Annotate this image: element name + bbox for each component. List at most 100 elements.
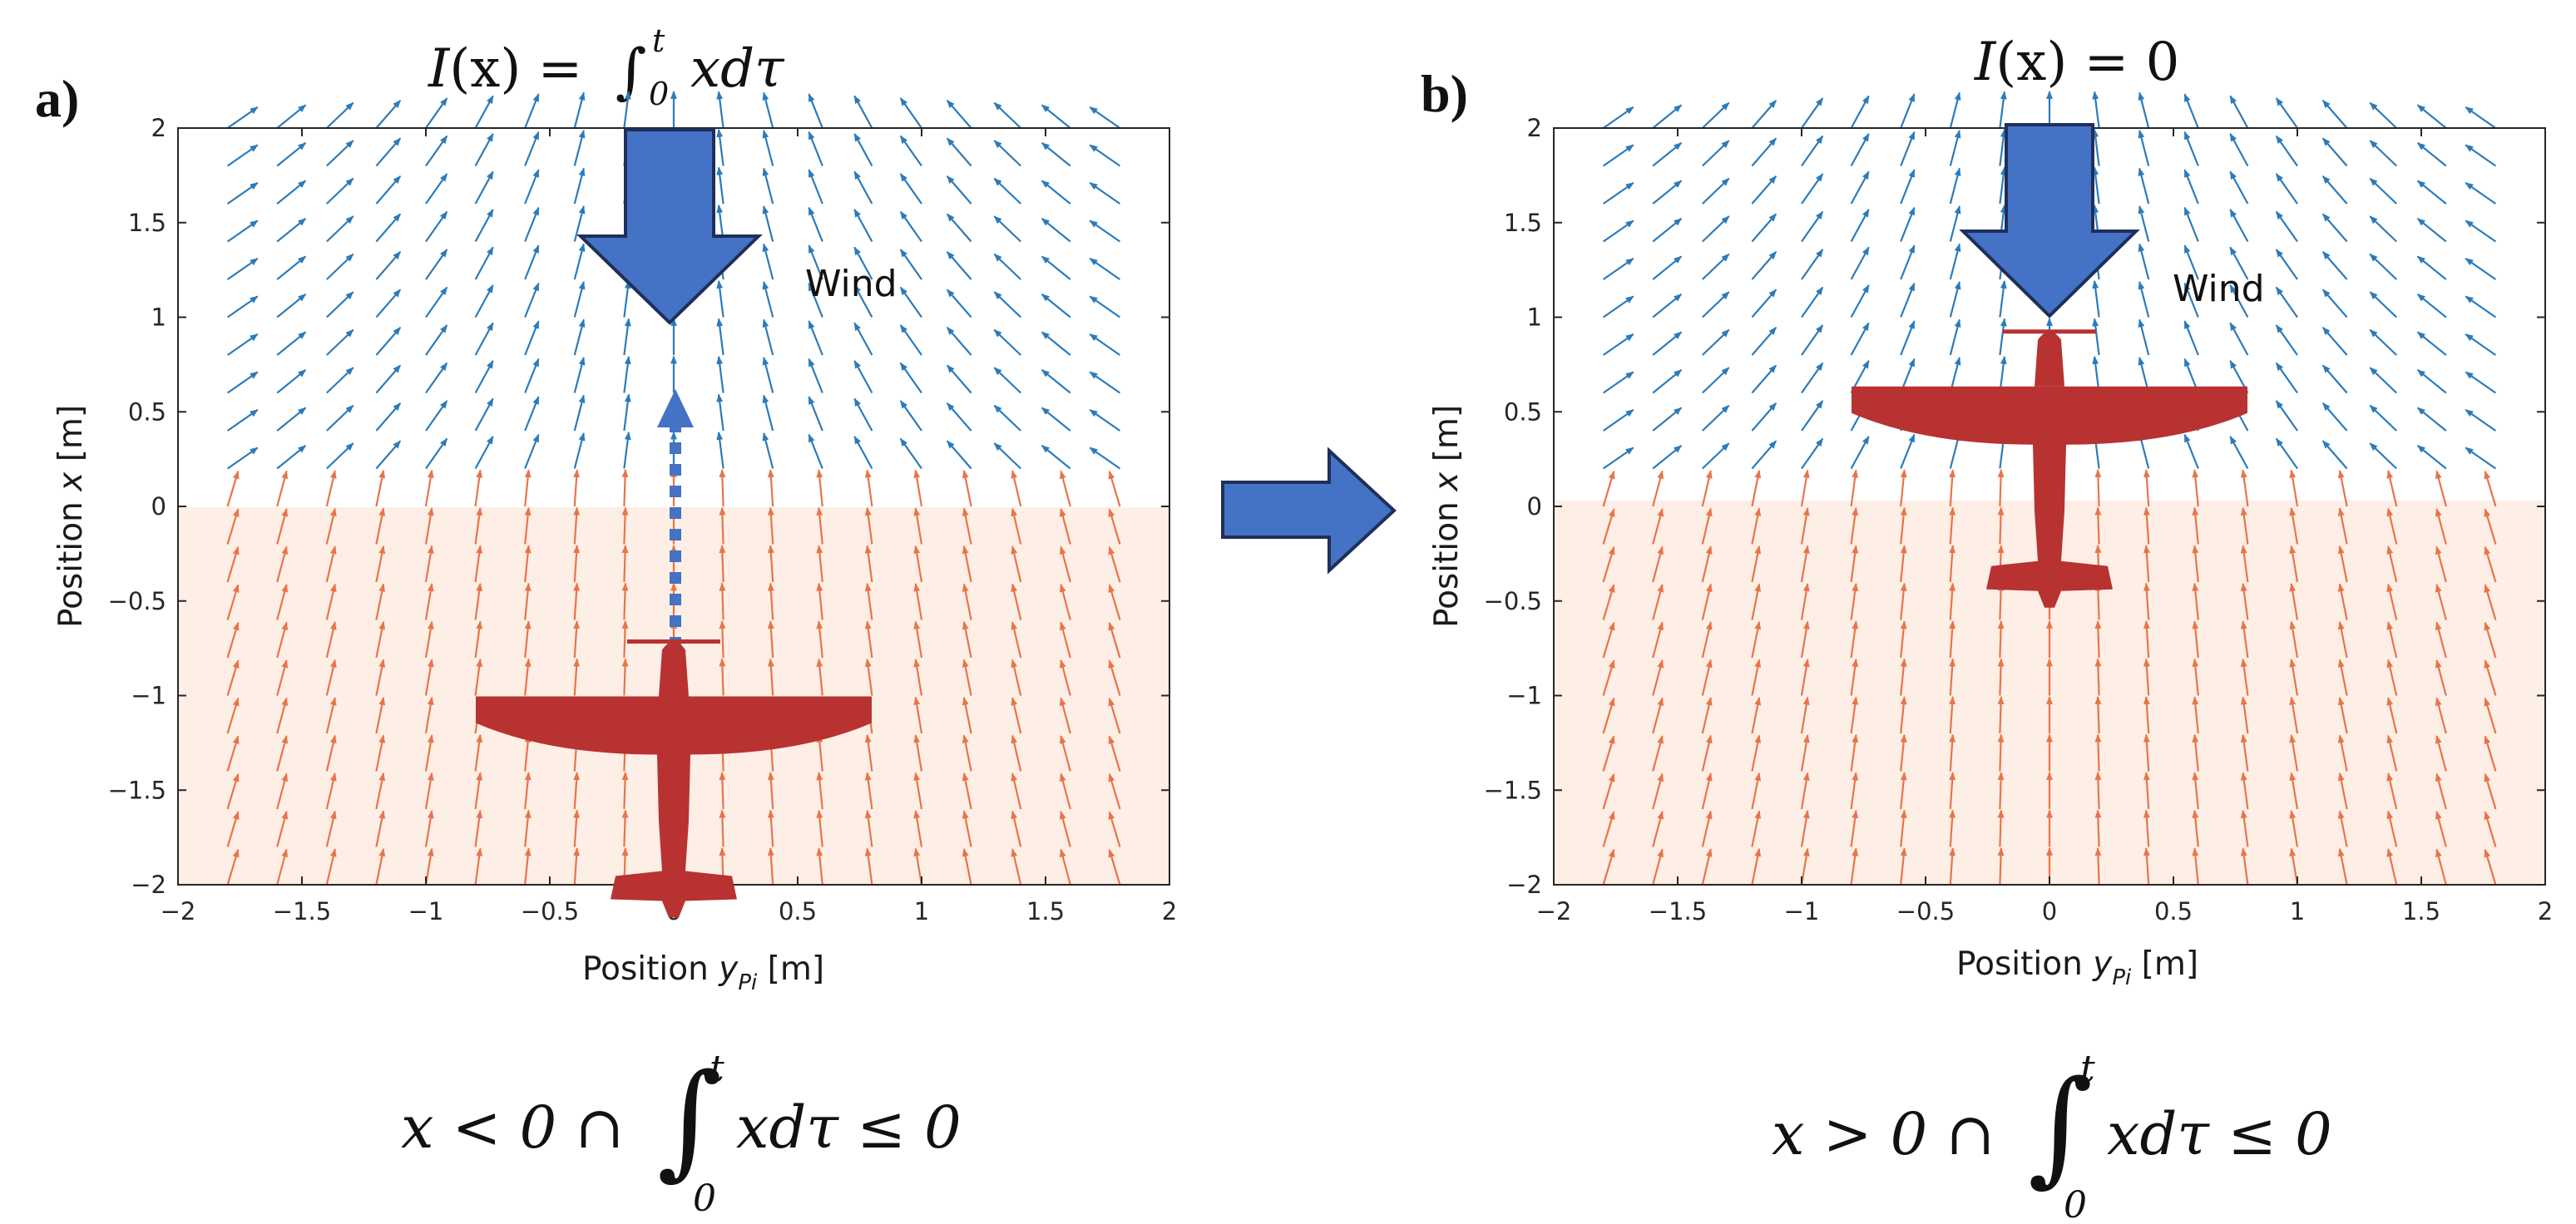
- wind-vector: [1949, 733, 1956, 772]
- wind-vector: [913, 583, 923, 620]
- wind-vector: [1701, 621, 1713, 659]
- wind-vector: [2289, 734, 2299, 772]
- wind-vector: [993, 253, 1021, 280]
- wind-vector: [1652, 772, 1664, 810]
- wind-vector: [816, 620, 823, 659]
- wind-vector: [425, 324, 448, 356]
- wind-vector: [474, 284, 494, 318]
- wind-vector: [2416, 217, 2447, 243]
- wind-vector: [1850, 133, 1870, 167]
- wind-vector: [2386, 697, 2398, 734]
- wind-vector: [1108, 470, 1121, 507]
- wind-vector: [767, 809, 774, 847]
- wind-vector: [1089, 371, 1121, 394]
- y-axis-label-a: Position x [m]: [52, 405, 90, 628]
- wind-vector: [325, 772, 337, 810]
- y-tick-label: −2: [131, 871, 166, 899]
- wind-vector: [1900, 320, 1916, 356]
- wind-vector: [325, 621, 337, 659]
- wind-vector: [2289, 620, 2299, 659]
- wind-vector: [1089, 144, 1121, 167]
- wind-vector: [425, 400, 448, 432]
- wind-vector: [226, 333, 259, 356]
- wind-vector: [1751, 507, 1762, 545]
- wind-vector: [1011, 697, 1022, 734]
- wind-vector: [762, 243, 774, 280]
- wind-vector: [623, 431, 631, 469]
- wind-vector: [962, 545, 972, 583]
- wind-vector: [226, 106, 259, 129]
- wind-vector: [524, 658, 532, 696]
- wind-vector: [474, 209, 494, 243]
- wind-vector: [2321, 440, 2348, 470]
- wind-vector: [524, 620, 532, 659]
- wind-vector: [913, 545, 923, 583]
- wind-vector: [1900, 433, 1916, 469]
- aircraft-b: [1852, 329, 2247, 608]
- wind-vector: [1751, 137, 1777, 167]
- wind-vector: [853, 360, 873, 394]
- wind-vector: [2465, 181, 2497, 205]
- wind-vector: [2094, 847, 2102, 886]
- wind-vector: [1800, 847, 1810, 886]
- wind-vector: [1751, 213, 1777, 243]
- wind-vector: [1059, 848, 1071, 886]
- wind-vector: [2240, 582, 2249, 620]
- wind-vector: [424, 810, 434, 847]
- wind-vector: [2337, 507, 2348, 545]
- wind-vector: [767, 469, 774, 507]
- x-axis-ticks: −2−1.5−1−0.500.511.52: [161, 128, 1177, 925]
- wind-vector: [1900, 733, 1907, 772]
- wind-vector: [1850, 658, 1859, 696]
- wind-vector: [573, 469, 581, 507]
- wind-vector: [1602, 545, 1615, 583]
- wind-vector: [226, 371, 259, 394]
- wind-vector: [326, 215, 354, 243]
- wind-vector: [276, 621, 289, 659]
- wind-vector: [1850, 696, 1859, 734]
- wind-vector: [913, 734, 923, 772]
- aircraft-nose: [659, 641, 689, 697]
- wind-vector: [524, 847, 532, 886]
- wind-vector: [767, 620, 774, 659]
- wind-vector: [2289, 696, 2299, 734]
- wind-vector: [1702, 253, 1730, 280]
- y-tick-label: 0: [1527, 492, 1542, 521]
- wind-arrow: [1959, 123, 2140, 318]
- wind-vector: [2183, 206, 2199, 242]
- wind-vector: [2337, 810, 2348, 847]
- wind-vector: [962, 734, 972, 772]
- wind-vector: [276, 180, 307, 205]
- wind-vector: [425, 362, 448, 394]
- wind-vector: [226, 144, 259, 167]
- wind-vector: [1850, 322, 1870, 356]
- wind-vector: [962, 469, 972, 507]
- wind-vector: [1702, 328, 1730, 356]
- wind-vector: [993, 101, 1021, 129]
- wind-vector: [1041, 368, 1071, 394]
- wind-vector: [276, 217, 307, 243]
- wind-vector: [2092, 91, 2100, 129]
- wind-vector: [1041, 180, 1071, 205]
- wind-vector: [375, 507, 386, 545]
- wind-vector: [573, 356, 586, 393]
- y-tick-label: 0.5: [1504, 397, 1542, 426]
- wind-vector: [226, 295, 259, 318]
- wind-vector: [2369, 101, 2397, 129]
- wind-vector: [1602, 508, 1615, 545]
- wind-vector: [375, 734, 386, 772]
- wind-vector: [716, 91, 724, 129]
- wind-vector: [2386, 772, 2398, 810]
- wind-vector: [1652, 217, 1683, 243]
- wind-vector: [2143, 847, 2150, 886]
- wind-vector: [1701, 470, 1713, 507]
- y-tick-label: −0.5: [108, 587, 166, 615]
- wind-vector: [2369, 291, 2397, 318]
- wind-vector: [913, 507, 923, 545]
- wind-vector: [1652, 697, 1664, 734]
- eq-tail: xdτ: [690, 38, 785, 100]
- wind-vector: [2229, 284, 2249, 318]
- wind-vector: [2275, 400, 2298, 432]
- x-tick-label: 1.5: [1026, 897, 1065, 925]
- wind-vector: [767, 506, 774, 545]
